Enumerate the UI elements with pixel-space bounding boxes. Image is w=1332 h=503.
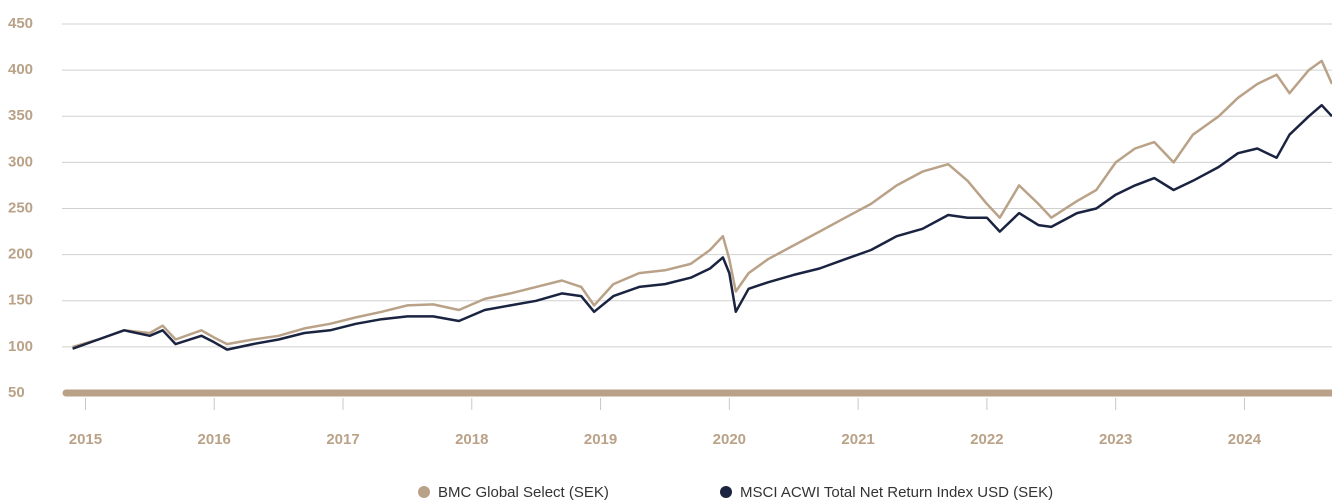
x-tick-label: 2019 xyxy=(584,431,617,448)
y-tick-label: 350 xyxy=(8,107,33,124)
x-tick-label: 2020 xyxy=(713,431,746,448)
y-tick-label: 400 xyxy=(8,61,33,78)
y-tick-label: 150 xyxy=(8,292,33,309)
x-tick-label: 2023 xyxy=(1099,431,1132,448)
y-tick-label: 50 xyxy=(8,384,25,401)
y-tick-label: 100 xyxy=(8,338,33,355)
x-tick-label: 2024 xyxy=(1228,431,1262,448)
legend-label: BMC Global Select (SEK) xyxy=(438,484,609,501)
x-tick-label: 2018 xyxy=(455,431,488,448)
legend-swatch xyxy=(720,486,732,498)
y-tick-label: 250 xyxy=(8,199,33,216)
y-tick-label: 200 xyxy=(8,246,33,263)
series-line xyxy=(72,59,1332,349)
legend-label: MSCI ACWI Total Net Return Index USD (SE… xyxy=(740,484,1053,501)
x-tick-label: 2022 xyxy=(970,431,1003,448)
x-tick-label: 2017 xyxy=(326,431,359,448)
legend-swatch xyxy=(418,486,430,498)
y-tick-label: 450 xyxy=(8,15,33,32)
x-tick-label: 2015 xyxy=(69,431,102,448)
x-tick-label: 2021 xyxy=(841,431,874,448)
series-line xyxy=(72,103,1332,351)
x-tick-label: 2016 xyxy=(198,431,231,448)
y-tick-label: 300 xyxy=(8,153,33,170)
